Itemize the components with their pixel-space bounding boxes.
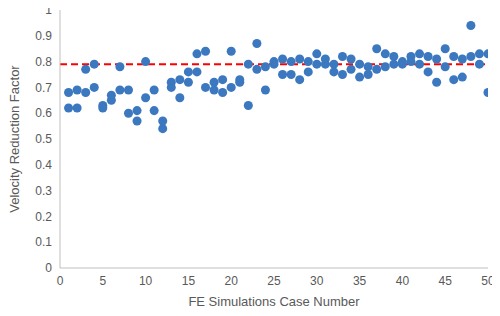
svg-text:Velocity Reduction Factor: Velocity Reduction Factor (8, 65, 22, 213)
svg-text:50: 50 (481, 274, 492, 288)
svg-text:0.1: 0.1 (35, 235, 52, 249)
svg-text:0.3: 0.3 (35, 184, 52, 198)
svg-text:1: 1 (45, 8, 52, 17)
svg-text:0.7: 0.7 (35, 81, 52, 95)
svg-text:5: 5 (99, 274, 106, 288)
svg-text:10: 10 (139, 274, 153, 288)
svg-text:0.9: 0.9 (35, 29, 52, 43)
svg-text:0.5: 0.5 (35, 132, 52, 146)
svg-text:40: 40 (396, 274, 410, 288)
svg-text:FE Simulations Case Number: FE Simulations Case Number (188, 294, 360, 309)
svg-text:25: 25 (267, 274, 281, 288)
svg-text:0.4: 0.4 (35, 158, 52, 172)
svg-text:45: 45 (439, 274, 453, 288)
svg-text:0: 0 (57, 274, 64, 288)
svg-text:30: 30 (310, 274, 324, 288)
svg-text:0: 0 (45, 261, 52, 275)
svg-text:0.8: 0.8 (35, 55, 52, 69)
svg-text:20: 20 (225, 274, 239, 288)
svg-text:15: 15 (182, 274, 196, 288)
svg-text:0.2: 0.2 (35, 210, 52, 224)
svg-text:35: 35 (353, 274, 367, 288)
svg-text:0.6: 0.6 (35, 106, 52, 120)
